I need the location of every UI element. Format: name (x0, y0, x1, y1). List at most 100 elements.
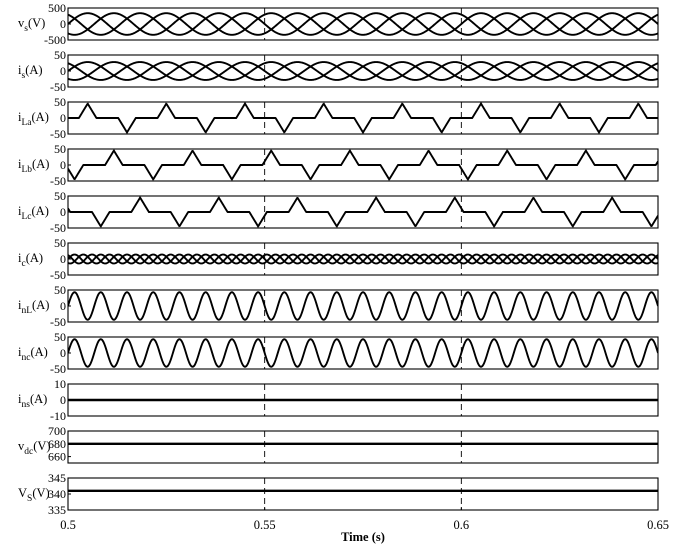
y-axis-label: vs(V) (18, 16, 45, 34)
y-tick-label: 0 (60, 64, 66, 78)
y-label-main: v (18, 439, 25, 453)
y-tick-label: 0 (60, 346, 66, 360)
y-label-main: i (18, 251, 22, 265)
y-label-main: i (18, 392, 22, 406)
panel-ic: 50 0 -50 ic(A) (18, 236, 659, 282)
y-label-main: v (18, 16, 25, 30)
y-axis-label: inc(A) (18, 345, 48, 363)
y-tick-label: 700 (48, 424, 66, 438)
y-tick-label: -50 (50, 315, 66, 329)
y-tick-label: 0 (60, 393, 66, 407)
y-label-unit: (A) (25, 63, 42, 77)
x-tick-label: 0.5 (60, 518, 76, 532)
y-axis-label: iLa(A) (18, 110, 49, 128)
y-label-subscript: nL (21, 306, 32, 316)
y-tick-label: -50 (50, 362, 66, 376)
y-label-main: i (18, 157, 22, 171)
y-label-main: i (18, 345, 22, 359)
y-label-subscript: La (21, 118, 32, 128)
y-label-subscript: S (27, 494, 32, 504)
time-markers (264, 8, 462, 510)
y-tick-label: 0 (60, 205, 66, 219)
trace-inL-0 (68, 291, 658, 321)
y-axis-label: ins(A) (18, 392, 47, 410)
y-tick-label: -50 (50, 221, 66, 235)
x-axis-label: Time (s) (341, 530, 385, 544)
y-label-unit: (A) (26, 251, 43, 265)
y-label-unit: (V) (28, 16, 45, 30)
trace-iLc-0 (68, 196, 658, 228)
y-tick-label: 50 (54, 283, 66, 297)
y-tick-label: 50 (54, 142, 66, 156)
y-tick-label: -50 (50, 127, 66, 141)
y-tick-label: 10 (54, 377, 66, 391)
trace-ic-0 (68, 253, 658, 265)
y-label-subscript: nc (21, 353, 30, 363)
y-tick-label: 680 (48, 437, 66, 451)
y-label-subscript: ns (21, 400, 30, 410)
y-tick-label: 50 (54, 330, 66, 344)
y-label-subscript: Lb (21, 165, 32, 175)
y-tick-label: -10 (50, 409, 66, 423)
panel-frame (67, 430, 659, 464)
y-label-subscript: dc (24, 447, 33, 457)
y-label-unit: (A) (32, 157, 49, 171)
y-tick-label: 0 (60, 111, 66, 125)
y-tick-label: 345 (48, 471, 66, 485)
y-label-unit: (A) (30, 392, 47, 406)
y-tick-label: 0 (60, 252, 66, 266)
y-label-unit: (A) (32, 298, 49, 312)
y-axis-label: vdc(V) (18, 439, 51, 457)
trace-vs-0 (68, 12, 658, 36)
y-label-unit: (A) (32, 110, 49, 124)
y-label-unit: (A) (32, 204, 49, 218)
y-tick-label: 50 (54, 236, 66, 250)
y-tick-label: 50 (54, 48, 66, 62)
y-label-main: i (18, 204, 22, 218)
y-label-subscript: c (21, 259, 25, 269)
y-label-unit: (A) (30, 345, 47, 359)
y-axis-label: iLb(A) (18, 157, 49, 175)
y-tick-label: 0 (60, 158, 66, 172)
panel-frame (67, 477, 659, 511)
y-label-main: i (18, 63, 22, 77)
y-tick-label: 335 (48, 503, 66, 517)
y-tick-label: 50 (54, 95, 66, 109)
y-tick-label: 340 (48, 487, 66, 501)
trace-is-2 (68, 61, 658, 81)
y-axis-label: iLc(A) (18, 204, 49, 222)
x-tick-label: 0.65 (647, 518, 669, 532)
y-label-unit: (V) (33, 439, 50, 453)
y-tick-label: -50 (50, 80, 66, 94)
y-label-main: i (18, 110, 22, 124)
y-label-main: V (18, 486, 27, 500)
y-axis-label: is(A) (18, 63, 43, 81)
y-tick-label: 50 (54, 189, 66, 203)
y-tick-label: -500 (44, 33, 66, 47)
x-tick-label: 0.6 (454, 518, 470, 532)
y-tick-label: 500 (48, 1, 66, 15)
trace-vs-2 (68, 12, 658, 36)
panel-is: 50 0 -50 is(A) (18, 48, 659, 94)
y-tick-label: -50 (50, 268, 66, 282)
x-tick-label: 0.55 (254, 518, 276, 532)
y-label-subscript: s (21, 71, 25, 81)
y-axis-label: inL(A) (18, 298, 49, 316)
trace-iLb-0 (68, 149, 658, 181)
trace-ic-2 (68, 253, 658, 265)
y-label-main: i (18, 298, 22, 312)
y-label-subscript: s (24, 24, 28, 34)
y-tick-label: 660 (48, 450, 66, 464)
y-axis-label: VS(V) (18, 486, 50, 504)
y-tick-label: 0 (60, 17, 66, 31)
